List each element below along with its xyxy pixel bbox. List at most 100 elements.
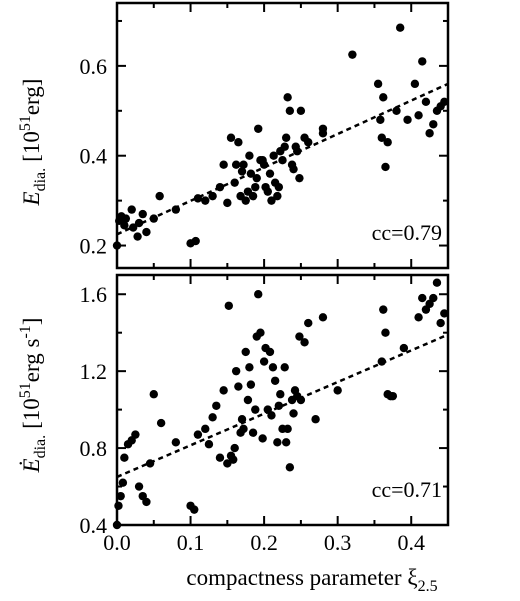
top-frame <box>115 1 450 270</box>
bottom-data-point <box>234 382 243 391</box>
bottom-data-point <box>118 478 128 487</box>
bottom-data-point <box>399 343 409 353</box>
top-data-point <box>283 93 292 102</box>
bottom-data-point <box>377 357 386 366</box>
bottom-ytick-label: 1.6 <box>80 282 108 307</box>
bottom-data-point <box>254 290 263 299</box>
top-data-point <box>348 50 357 59</box>
bottom-data-point <box>381 328 390 337</box>
top-data-point <box>395 23 405 32</box>
bottom-frame <box>115 273 450 527</box>
bottom-data-point <box>388 391 398 401</box>
bottom-data-point <box>114 501 123 510</box>
top-data-point <box>259 160 269 169</box>
top-data-point <box>296 106 306 115</box>
bottom-data-point <box>333 386 342 395</box>
top-data-point <box>418 57 427 66</box>
top-data-point <box>252 173 261 183</box>
top-data-point <box>142 227 151 237</box>
bottom-data-point <box>243 395 253 405</box>
bottom-data-point <box>280 363 289 372</box>
top-ytick-label: 0.6 <box>80 54 108 79</box>
bottom-data-point <box>219 386 228 395</box>
top-data-point <box>223 198 232 208</box>
bottom-data-point <box>270 376 280 385</box>
bottom-data-point <box>251 405 260 414</box>
top-data-point <box>318 129 328 138</box>
bottom-data-point <box>276 390 285 399</box>
top-data-point <box>251 182 260 192</box>
bottom-data-point <box>229 455 238 464</box>
top-data-point <box>265 169 275 178</box>
bottom-data-point <box>245 363 254 372</box>
top-data-point <box>414 111 423 120</box>
bottom-data-point <box>212 401 221 410</box>
top-data-point <box>269 151 278 160</box>
top-data-point <box>440 97 449 107</box>
bottom-ytick-label: 1.2 <box>80 359 108 384</box>
bottom-cc-annotation: cc=0.71 <box>372 477 442 502</box>
bottom-xtick-labels: 0.0 0.1 0.2 0.3 0.4 <box>103 530 425 555</box>
top-data-point <box>263 187 272 196</box>
top-data-point <box>377 133 386 142</box>
bottom-data-point <box>193 430 203 439</box>
top-data-point <box>133 232 142 241</box>
top-data-point <box>201 196 210 205</box>
top-data-point <box>289 164 298 174</box>
top-data-point <box>392 106 401 115</box>
top-data-point <box>381 162 390 172</box>
bottom-xtick-label: 0.2 <box>250 530 278 555</box>
bottom-ytick-label: 0.4 <box>80 513 108 538</box>
bottom-data-point <box>149 390 158 399</box>
bottom-data-point <box>171 438 181 447</box>
top-data-point <box>274 182 284 192</box>
bottom-data-point <box>224 301 234 310</box>
top-data-point <box>138 209 147 219</box>
bottom-data-point <box>318 313 328 322</box>
top-data-point <box>304 138 313 147</box>
top-ylabel: Edia.[1051erg] <box>17 79 49 207</box>
bottom-points <box>112 278 449 530</box>
top-data-point <box>280 142 289 151</box>
top-ytick-label: 0.2 <box>80 234 108 259</box>
top-data-point <box>285 106 295 115</box>
top-data-point <box>237 167 247 176</box>
bottom-data-point <box>379 305 388 314</box>
top-data-point <box>410 79 420 89</box>
bottom-data-point <box>131 430 140 439</box>
top-data-point <box>234 138 243 147</box>
bottom-data-point <box>204 440 214 449</box>
bottom-data-point <box>120 453 129 462</box>
panel-top: 0.2 0.4 0.6 cc=0.79 Edia.[1051erg] <box>17 1 450 270</box>
top-data-point <box>127 205 136 214</box>
bottom-data-point <box>268 363 278 372</box>
top-data-point <box>425 129 434 138</box>
top-data-point <box>421 97 431 107</box>
top-data-point <box>120 221 129 230</box>
top-data-point <box>208 191 217 201</box>
bottom-data-point <box>201 424 210 434</box>
bottom-data-point <box>142 497 151 507</box>
top-data-point <box>373 79 383 89</box>
bottom-data-point <box>259 357 269 366</box>
top-data-point <box>267 196 276 205</box>
bottom-data-point <box>289 409 298 418</box>
bottom-xtick-label: 0.4 <box>397 530 425 555</box>
bottom-xtick-label: 0.0 <box>103 530 131 555</box>
top-data-point <box>295 173 304 183</box>
bottom-xtick-label: 0.1 <box>177 530 205 555</box>
top-data-point <box>239 160 248 169</box>
bottom-data-point <box>300 338 309 347</box>
bottom-data-point <box>239 424 248 434</box>
bottom-data-point <box>246 380 256 389</box>
bottom-data-point <box>231 366 241 376</box>
top-data-point <box>219 160 228 169</box>
top-data-point <box>231 160 241 169</box>
bottom-data-point <box>295 332 304 341</box>
bottom-data-point <box>190 505 199 514</box>
top-points <box>112 23 449 250</box>
bottom-data-point <box>265 347 275 357</box>
bottom-fit-line <box>116 333 449 479</box>
top-data-point <box>403 115 412 124</box>
bottom-data-point <box>418 293 427 303</box>
